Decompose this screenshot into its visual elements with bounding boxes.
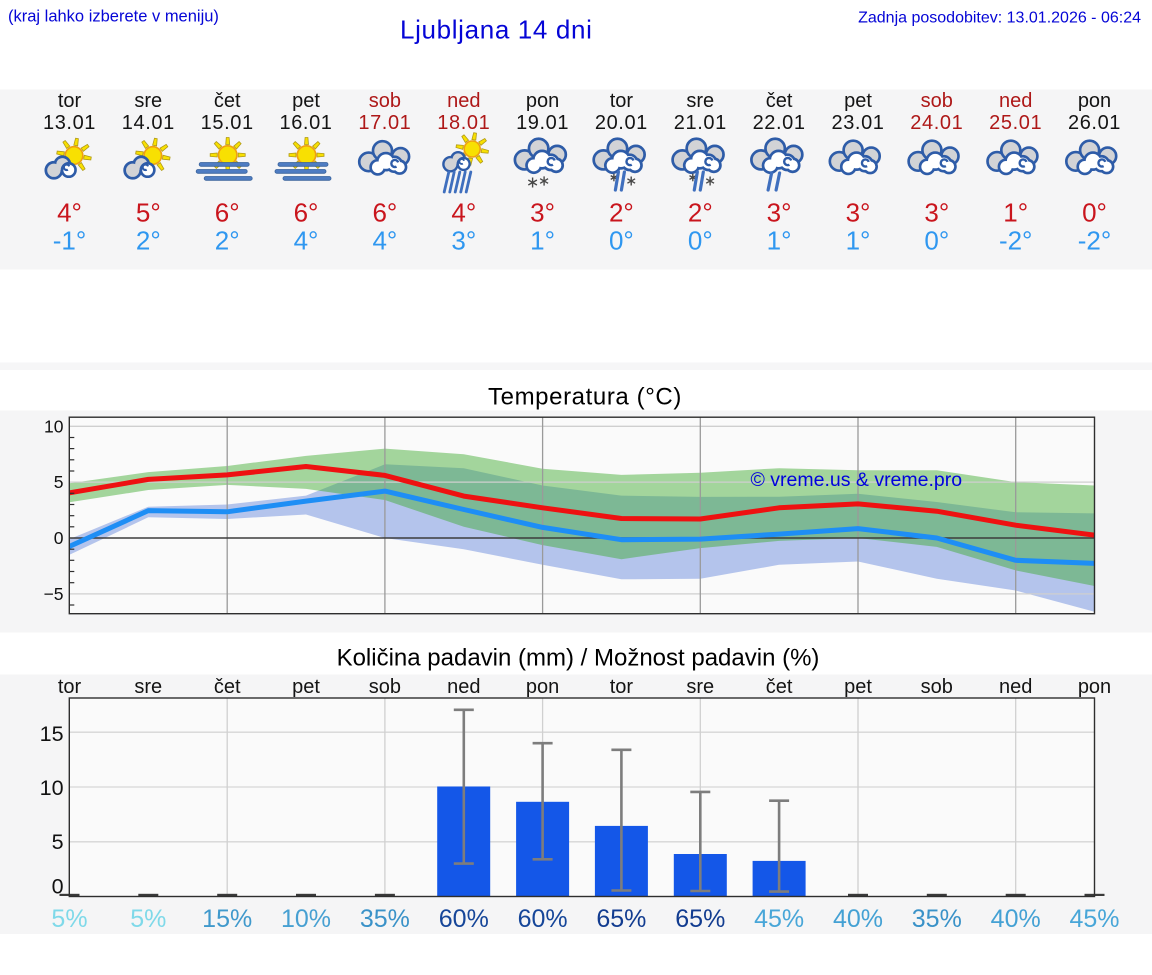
svg-text:ned: ned (999, 90, 1032, 112)
svg-text:35%: 35% (912, 905, 962, 933)
svg-text:-1°: -1° (53, 226, 87, 256)
svg-text:3°: 3° (451, 226, 476, 256)
svg-text:5°: 5° (136, 198, 161, 228)
svg-text:čet: čet (766, 90, 793, 112)
svg-text:4°: 4° (57, 198, 82, 228)
svg-text:10%: 10% (281, 905, 331, 933)
svg-text:pon: pon (526, 90, 559, 112)
svg-text:40%: 40% (991, 905, 1041, 933)
svg-text:0: 0 (54, 528, 64, 548)
svg-text:45%: 45% (754, 905, 804, 933)
svg-text:tor: tor (58, 676, 82, 698)
svg-text:22.01: 22.01 (753, 112, 806, 134)
svg-text:sre: sre (134, 90, 162, 112)
svg-text:0°: 0° (609, 226, 634, 256)
svg-text:1°: 1° (767, 226, 792, 256)
svg-text:0: 0 (52, 875, 64, 899)
svg-text:sob: sob (921, 90, 953, 112)
svg-text:-2°: -2° (999, 226, 1033, 256)
svg-text:10: 10 (40, 776, 64, 800)
svg-text:pet: pet (844, 90, 872, 112)
svg-text:3°: 3° (767, 198, 792, 228)
svg-text:3°: 3° (530, 198, 555, 228)
svg-text:25.01: 25.01 (989, 112, 1042, 134)
svg-text:16.01: 16.01 (279, 112, 332, 134)
svg-text:-2°: -2° (1078, 226, 1112, 256)
svg-text:26.01: 26.01 (1068, 112, 1121, 134)
svg-text:14.01: 14.01 (122, 112, 175, 134)
svg-text:24.01: 24.01 (910, 112, 963, 134)
svg-text:sre: sre (686, 90, 714, 112)
svg-text:pon: pon (1078, 676, 1111, 698)
svg-text:0°: 0° (924, 226, 949, 256)
svg-text:čet: čet (214, 90, 241, 112)
svg-text:Temperatura (°C): Temperatura (°C) (488, 384, 682, 411)
svg-text:5: 5 (54, 472, 64, 492)
svg-text:pet: pet (292, 90, 320, 112)
svg-text:60%: 60% (518, 905, 568, 933)
svg-text:1°: 1° (1003, 198, 1028, 228)
svg-text:čet: čet (766, 676, 793, 698)
svg-text:20.01: 20.01 (595, 112, 648, 134)
svg-text:sob: sob (369, 676, 401, 698)
svg-text:ned: ned (447, 90, 480, 112)
svg-text:čet: čet (214, 676, 241, 698)
svg-text:1°: 1° (846, 226, 871, 256)
svg-text:23.01: 23.01 (831, 112, 884, 134)
svg-text:65%: 65% (675, 905, 725, 933)
svg-text:4°: 4° (294, 226, 319, 256)
svg-text:10: 10 (44, 416, 64, 436)
svg-text:pon: pon (1078, 90, 1111, 112)
svg-text:17.01: 17.01 (358, 112, 411, 134)
svg-text:4°: 4° (372, 226, 397, 256)
svg-text:18.01: 18.01 (437, 112, 490, 134)
svg-text:15.01: 15.01 (201, 112, 254, 134)
svg-text:35%: 35% (360, 905, 410, 933)
svg-text:−5: −5 (44, 584, 64, 604)
svg-text:5%: 5% (51, 905, 87, 933)
svg-text:© vreme.us & vreme.pro: © vreme.us & vreme.pro (751, 469, 963, 491)
svg-text:19.01: 19.01 (516, 112, 569, 134)
svg-text:6°: 6° (215, 198, 240, 228)
svg-text:1°: 1° (530, 226, 555, 256)
svg-text:sre: sre (134, 676, 162, 698)
svg-text:0°: 0° (688, 226, 713, 256)
svg-text:sob: sob (921, 676, 953, 698)
svg-text:2°: 2° (215, 226, 240, 256)
svg-text:ned: ned (447, 676, 480, 698)
svg-text:Ljubljana 14 dni: Ljubljana 14 dni (400, 15, 593, 45)
svg-text:Količina padavin (mm) / Možnos: Količina padavin (mm) / Možnost padavin … (337, 645, 820, 672)
svg-text:5%: 5% (130, 905, 166, 933)
svg-text:65%: 65% (596, 905, 646, 933)
svg-text:pon: pon (526, 676, 559, 698)
svg-text:sob: sob (369, 90, 401, 112)
svg-text:0°: 0° (1082, 198, 1107, 228)
svg-text:15%: 15% (202, 905, 252, 933)
svg-text:5: 5 (52, 830, 64, 854)
svg-text:tor: tor (610, 676, 634, 698)
svg-text:2°: 2° (688, 198, 713, 228)
svg-text:45%: 45% (1069, 905, 1119, 933)
svg-text:sre: sre (686, 676, 714, 698)
svg-text:ned: ned (999, 676, 1032, 698)
svg-text:6°: 6° (294, 198, 319, 228)
svg-text:40%: 40% (833, 905, 883, 933)
svg-text:Zadnja posodobitev: 13.01.2026: Zadnja posodobitev: 13.01.2026 - 06:24 (858, 9, 1141, 26)
svg-text:(kraj lahko izberete v meniju): (kraj lahko izberete v meniju) (8, 7, 219, 25)
svg-text:pet: pet (844, 676, 872, 698)
svg-text:21.01: 21.01 (674, 112, 727, 134)
svg-text:2°: 2° (136, 226, 161, 256)
svg-text:2°: 2° (609, 198, 634, 228)
svg-text:60%: 60% (439, 905, 489, 933)
svg-text:tor: tor (610, 90, 634, 112)
svg-text:4°: 4° (451, 198, 476, 228)
svg-text:3°: 3° (846, 198, 871, 228)
svg-text:tor: tor (58, 90, 82, 112)
svg-text:6°: 6° (372, 198, 397, 228)
svg-text:15: 15 (40, 722, 64, 746)
svg-text:13.01: 13.01 (43, 112, 96, 134)
svg-text:pet: pet (292, 676, 320, 698)
svg-text:3°: 3° (924, 198, 949, 228)
